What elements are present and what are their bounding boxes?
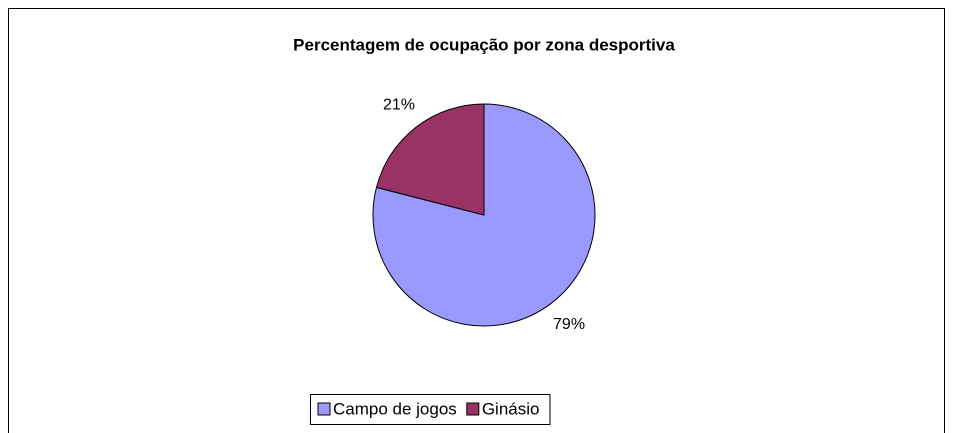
chart-title: Percentagem de ocupação por zona desport… [293,35,675,54]
legend-swatch [317,402,331,416]
legend-label: Ginásio [482,399,540,418]
legend-swatch [466,402,480,416]
pie-slice [375,103,485,216]
legend: Campo de jogos Ginásio [310,394,551,425]
legend-label: Campo de jogos [333,399,457,418]
data-label: 79% [553,316,585,333]
data-label: 21% [383,97,415,114]
legend-box [310,394,551,425]
